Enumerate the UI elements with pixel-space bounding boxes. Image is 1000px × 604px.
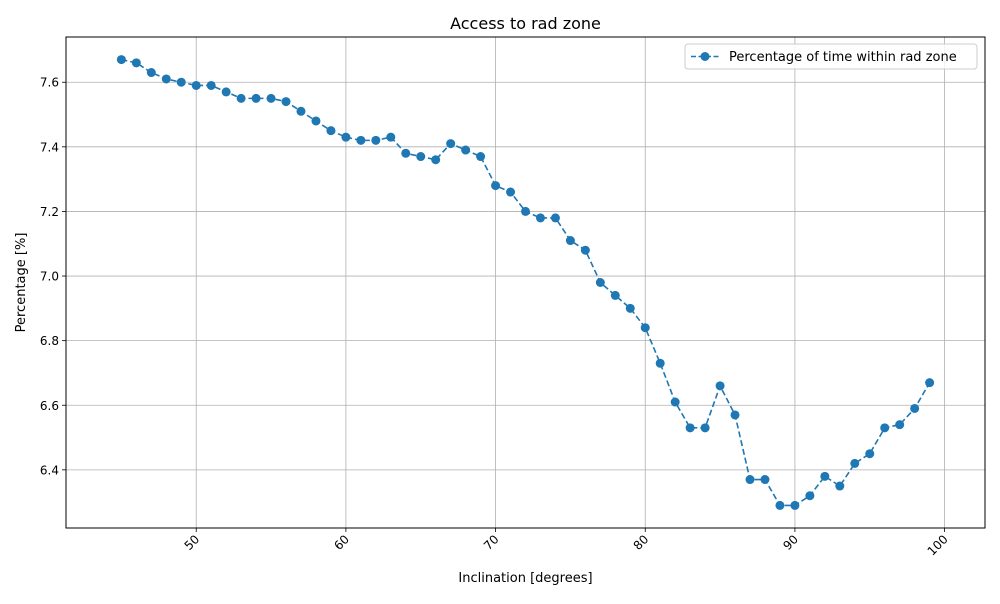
data-point [161, 74, 171, 84]
data-point [206, 80, 216, 90]
data-point [805, 491, 815, 501]
data-point [745, 475, 755, 485]
data-point [401, 148, 411, 158]
grid-lines [66, 37, 985, 528]
data-point [506, 187, 516, 197]
legend: Percentage of time within rad zone [684, 43, 978, 70]
data-point [386, 132, 396, 142]
data-point [191, 80, 201, 90]
x-tick-label: 70 [481, 532, 502, 553]
data-point [281, 97, 291, 107]
data-point [461, 145, 471, 155]
data-point [371, 135, 381, 145]
axes-frame [65, 36, 986, 529]
data-point [565, 236, 575, 246]
data-point [446, 139, 456, 149]
data-point [326, 126, 336, 136]
x-tick-label: 100 [925, 532, 951, 558]
data-point [416, 152, 426, 162]
data-point [925, 378, 935, 388]
legend-box [684, 43, 978, 70]
x-tick-label: 50 [182, 532, 203, 553]
series-layer [116, 55, 935, 510]
data-point [910, 403, 920, 413]
legend-label: Percentage of time within rad zone [729, 50, 957, 65]
data-point [775, 500, 785, 510]
data-point [625, 303, 635, 313]
y-axis-ticks: 6.4 6.6 6.8 7.0 7.2 7.4 7.6 [40, 76, 66, 477]
y-tick-label: 7.2 [40, 205, 59, 219]
data-point [670, 397, 680, 407]
y-tick-label: 6.8 [40, 334, 59, 348]
data-point [236, 93, 246, 103]
x-tick-label: 80 [631, 532, 652, 553]
data-point [715, 381, 725, 391]
data-point [760, 475, 770, 485]
data-point [880, 423, 890, 433]
data-point [730, 410, 740, 420]
data-point [895, 420, 905, 430]
series-line [121, 58, 931, 507]
data-point [176, 77, 186, 87]
data-point [580, 245, 590, 255]
chart-title: Access to rad zone [450, 14, 601, 33]
data-point [491, 181, 501, 191]
y-axis-label: Percentage [%] [14, 233, 29, 333]
data-point [610, 290, 620, 300]
data-point [835, 481, 845, 491]
data-point [790, 500, 800, 510]
data-point [221, 87, 231, 97]
data-point [311, 116, 321, 126]
y-tick-label: 7.6 [40, 76, 59, 90]
y-tick-label: 7.0 [40, 270, 59, 284]
data-point [521, 206, 530, 216]
data-point [116, 55, 126, 65]
data-point [341, 132, 351, 142]
x-axis-ticks: 50 60 70 80 90 100 [182, 528, 951, 558]
data-point [266, 93, 276, 103]
legend-marker-sample [700, 52, 710, 61]
data-point [820, 471, 830, 481]
data-point [535, 213, 545, 223]
x-axis-label: Inclination [degrees] [458, 571, 592, 586]
data-point [146, 68, 156, 78]
data-point [700, 423, 710, 433]
y-tick-label: 7.4 [40, 140, 59, 154]
data-point [251, 93, 261, 103]
x-tick-label: 60 [331, 532, 352, 553]
data-point [356, 135, 366, 145]
data-point [865, 449, 875, 459]
y-tick-label: 6.6 [40, 399, 59, 413]
data-point [550, 213, 560, 223]
data-point [431, 155, 441, 165]
data-point [131, 58, 141, 68]
data-point [685, 423, 695, 433]
data-point [296, 106, 306, 116]
data-point [850, 458, 860, 468]
data-point [595, 278, 605, 287]
x-tick-label: 90 [780, 532, 801, 553]
data-point [655, 358, 665, 368]
data-point [476, 152, 486, 162]
y-tick-label: 6.4 [40, 463, 59, 477]
data-point [640, 323, 650, 333]
